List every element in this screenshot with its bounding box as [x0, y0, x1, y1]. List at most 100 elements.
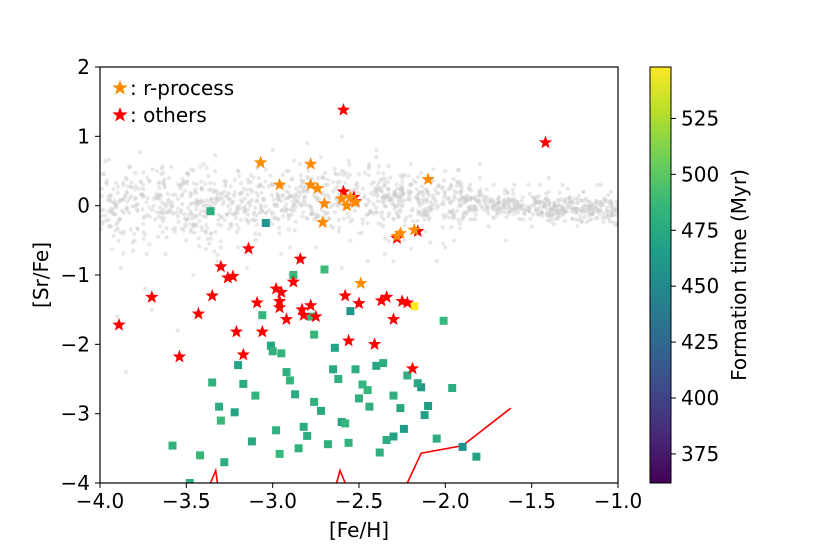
halo-star-point [532, 203, 537, 208]
halo-star-point [447, 215, 452, 220]
halo-star-point [417, 203, 422, 208]
halo-star-point [566, 205, 571, 210]
halo-star-point [442, 190, 447, 195]
halo-star-point [502, 197, 507, 202]
halo-star-point [527, 191, 532, 197]
halo-star-point [346, 175, 351, 180]
halo-star-point [175, 328, 180, 333]
halo-star-point [104, 218, 109, 223]
halo-star-point [498, 210, 503, 215]
halo-star-point [392, 192, 397, 198]
halo-star-point [165, 191, 170, 196]
halo-star-point [491, 182, 496, 187]
halo-star-point [356, 172, 361, 177]
halo-star-point [467, 205, 472, 210]
halo-star-point [492, 200, 497, 206]
halo-star-point [364, 213, 369, 218]
halo-star-point [161, 171, 166, 176]
halo-star-point [392, 191, 397, 196]
halo-star-point [589, 202, 594, 207]
halo-star-point [222, 217, 227, 222]
halo-star-point [112, 201, 117, 206]
halo-star-point [567, 202, 572, 207]
halo-star-point [506, 202, 511, 207]
halo-star-point [557, 209, 562, 214]
halo-star-point [406, 188, 411, 193]
halo-star-point [400, 175, 405, 180]
halo-star-point [570, 209, 575, 214]
halo-star-point [529, 224, 534, 229]
halo-star-point [606, 213, 611, 218]
halo-star-point [386, 163, 391, 169]
halo-star-point [134, 202, 139, 207]
legend-others-star-icon [112, 107, 128, 122]
halo-star-point [582, 208, 587, 213]
halo-star-point [469, 188, 474, 193]
halo-star-point [452, 196, 458, 201]
halo-star-point [286, 216, 291, 221]
halo-star-point [346, 215, 351, 220]
halo-star-point [164, 226, 169, 231]
halo-star-point [325, 182, 330, 187]
halo-star-point [166, 197, 171, 202]
halo-star-point [579, 219, 584, 224]
halo-star-point [179, 208, 184, 213]
halo-star-point [328, 205, 333, 210]
halo-star-point [127, 196, 132, 201]
halo-star-point [382, 197, 387, 203]
halo-star-point [298, 201, 303, 206]
halo-star-point [574, 210, 579, 215]
halo-star-point [224, 212, 229, 218]
halo-star-point [451, 208, 456, 213]
halo-star-point [536, 200, 541, 205]
halo-star-point [424, 212, 429, 218]
r-process-star-marker [316, 215, 330, 228]
halo-star-point [129, 180, 134, 185]
halo-star-point [570, 207, 575, 212]
halo-star-point [117, 216, 122, 221]
halo-star-point [138, 192, 144, 197]
halo-star-point [235, 206, 240, 211]
simulated-star-layer [168, 207, 481, 483]
halo-star-point [115, 226, 120, 231]
halo-star-point [106, 224, 111, 229]
halo-star-point [546, 189, 552, 194]
halo-star-point [514, 203, 519, 208]
halo-star-point [535, 208, 540, 213]
halo-star-point [260, 184, 266, 189]
halo-star-point [432, 202, 437, 207]
halo-star-point [512, 182, 517, 187]
halo-star-point [390, 198, 395, 203]
halo-star-point [582, 203, 587, 208]
halo-star-point [415, 193, 420, 198]
halo-star-point [495, 201, 500, 206]
halo-star-point [456, 198, 462, 203]
halo-star-point [371, 202, 376, 207]
halo-star-point [289, 177, 294, 182]
halo-star-point [130, 240, 135, 245]
halo-star-point [249, 189, 255, 194]
halo-star-point [254, 222, 259, 227]
halo-star-point [615, 222, 618, 228]
halo-star-point [572, 206, 577, 212]
halo-star-point [302, 194, 307, 199]
halo-star-point [199, 198, 204, 203]
halo-star-point [579, 208, 584, 214]
halo-star-point [267, 208, 272, 213]
halo-star-point [441, 199, 446, 204]
halo-star-point [507, 203, 512, 208]
halo-star-point [259, 204, 264, 209]
halo-star-point [530, 212, 536, 217]
halo-star-point [169, 209, 174, 214]
halo-star-point [142, 232, 148, 237]
halo-star-point [450, 210, 455, 215]
halo-star-point [408, 182, 413, 187]
halo-star-point [147, 242, 152, 247]
halo-star-point [460, 196, 466, 201]
halo-star-point [615, 202, 618, 207]
halo-star-point [472, 207, 478, 213]
halo-star-point [519, 206, 524, 211]
halo-star-point [276, 198, 281, 203]
halo-star-point [115, 220, 120, 225]
halo-star-point [245, 192, 250, 197]
